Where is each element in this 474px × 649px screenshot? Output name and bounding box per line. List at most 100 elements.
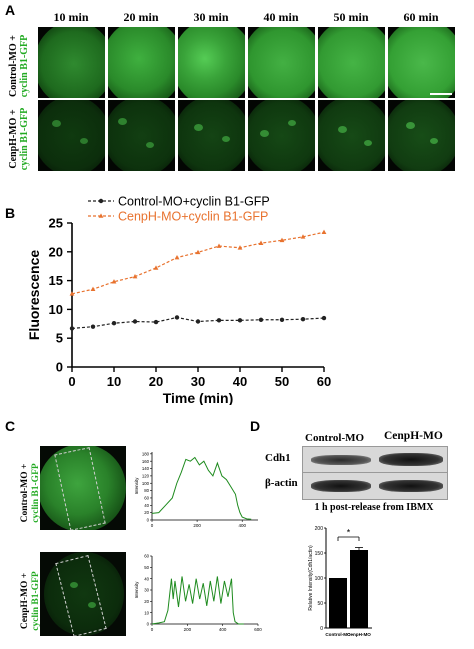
x-tick-label: 20	[149, 374, 163, 389]
legend-marker	[98, 213, 104, 218]
chart-series	[69, 229, 327, 331]
y-tick-label: 30	[144, 588, 149, 593]
data-point	[216, 243, 222, 248]
y-tick-label: 25	[49, 216, 63, 231]
data-point	[195, 249, 201, 255]
row-label-cenph: CenpH-MO + cyclin B1-GFP	[8, 102, 30, 176]
x-tick-label: 400	[219, 627, 227, 632]
y-tick-label: 100	[142, 481, 150, 486]
micrograph-control-20min	[108, 27, 175, 98]
blot-row-label-actin: β-actin	[265, 477, 298, 489]
y-tick-label: 60	[144, 554, 149, 559]
y-tick-label: 200	[315, 526, 324, 532]
data-point	[90, 286, 96, 292]
y-tick-label: 20	[49, 244, 63, 259]
y-tick-label: 20	[144, 510, 149, 515]
x-tick-label: 30	[191, 374, 205, 389]
series-line	[71, 231, 325, 295]
panel-d-letter: D	[250, 418, 261, 434]
data-point	[300, 234, 306, 239]
x-tick-label: 60	[317, 374, 331, 389]
y-tick-label: 50	[317, 601, 323, 607]
x-tick-label: 10	[107, 374, 121, 389]
micrograph-cenph-10min	[38, 100, 105, 171]
x-tick-label: 0	[151, 627, 154, 632]
time-label: 30 min	[193, 10, 229, 24]
bar	[329, 578, 347, 628]
profile-line	[151, 456, 252, 520]
western-blot-cdh1	[302, 446, 448, 474]
row-label-line: Control-MO +	[8, 35, 19, 97]
micrograph-cenph-20min	[108, 100, 175, 171]
panel-a-letter: A	[5, 2, 16, 18]
micrograph-cenph-50min	[318, 100, 385, 171]
x-tick-label: 0	[151, 523, 154, 528]
x-tick-label: 400	[238, 523, 246, 528]
row-label-line: Control-MO +	[20, 463, 30, 523]
panel-a: A 10 min 20 min 30 min 40 min 50 min 60 …	[0, 0, 474, 175]
x-tick-label: 50	[275, 374, 289, 389]
blot-row-label-cdh1: Cdh1	[265, 452, 291, 464]
data-point	[90, 324, 96, 329]
western-blot-actin	[302, 472, 448, 500]
intensity-profile-control: 0 20 40 60 80 100 120 140 160 180 0 200 400 Intensity	[134, 451, 258, 528]
y-tick-label: 100	[315, 576, 324, 582]
time-label: 20 min	[123, 10, 159, 24]
y-axis-label: Intensity	[134, 477, 139, 495]
y-tick-label: 0	[147, 518, 150, 523]
lane-label-cenph: CenpH-MO	[384, 430, 443, 442]
y-tick-label: 180	[142, 451, 150, 456]
data-point	[132, 273, 138, 279]
y-axis-label: Intensity	[134, 581, 139, 599]
data-point	[153, 319, 159, 325]
y-tick-label: 0	[56, 360, 63, 375]
blot-band	[379, 453, 443, 466]
data-point	[111, 279, 117, 284]
x-tick-label: 600	[254, 627, 262, 632]
scale-bar	[430, 93, 452, 95]
legend-marker	[98, 198, 104, 204]
time-label: 10 min	[53, 10, 89, 24]
micrograph-cenph-profile	[40, 552, 126, 636]
y-tick-label: 15	[49, 273, 63, 288]
x-tick-label: 200	[184, 627, 192, 632]
panel-b-letter: B	[5, 205, 16, 221]
chart-axes: 0 5 10 15 20 25 0 10 20 30 40 50 60 Time (min) Fluores…	[26, 216, 331, 406]
y-tick-label: 20	[144, 599, 149, 604]
y-axis-label: Fluorescence	[26, 250, 42, 340]
row-label-line: CenpH-MO +	[8, 109, 19, 169]
significance-star: *	[347, 528, 351, 538]
y-tick-label: 5	[56, 331, 63, 346]
row-label-line: cyclin B1-GFP	[19, 107, 30, 171]
row-label-control-c: Control-MO + cyclin B1-GFP	[20, 456, 42, 530]
blot-band	[311, 480, 371, 492]
y-tick-label: 50	[144, 565, 149, 570]
x-tick-label: CenpH-MO	[347, 632, 371, 637]
data-point	[216, 318, 222, 323]
blot-band	[311, 455, 371, 465]
data-point	[237, 245, 243, 250]
data-point	[195, 319, 201, 324]
relative-intensity-bar-chart: 0 50 100 150 200 Relative Intensity(Cdh1/acti…	[308, 526, 372, 637]
y-tick-label: 40	[144, 576, 149, 581]
x-tick-label: 40	[233, 374, 247, 389]
micrograph-cenph-40min	[248, 100, 315, 171]
time-label: 60 min	[403, 10, 439, 24]
legend-label: Control-MO+cyclin B1-GFP	[118, 195, 270, 209]
profile-line	[151, 576, 244, 625]
y-tick-label: 150	[315, 551, 324, 557]
data-point	[300, 316, 306, 322]
data-point	[69, 291, 75, 296]
y-tick-label: 0	[147, 622, 150, 627]
blot-caption: 1 h post-release from IBMX	[314, 502, 434, 513]
row-label-line: cyclin B1-GFP	[19, 34, 30, 98]
time-label: 50 min	[333, 10, 369, 24]
y-tick-label: 40	[144, 503, 149, 508]
row-label-cenph-c: CenpH-MO + cyclin B1-GFP	[20, 564, 42, 638]
y-tick-label: 60	[144, 496, 149, 501]
y-tick-label: 120	[142, 473, 150, 478]
micrograph-control-60min	[388, 27, 455, 98]
x-tick-label: 0	[68, 374, 75, 389]
y-tick-label: 10	[144, 610, 149, 615]
